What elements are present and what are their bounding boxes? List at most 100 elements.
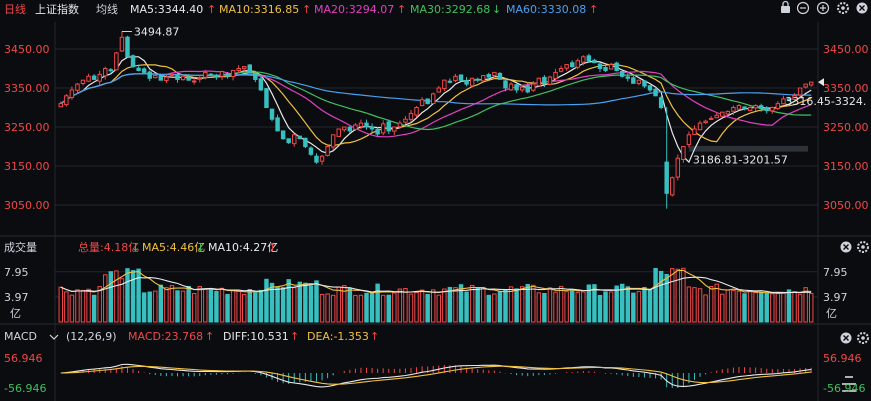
volume-bar [264,278,269,323]
price-tick-left: 3250.00 [4,121,50,134]
volume-ma10-arrow: ↑ [268,241,277,254]
volume-bar [392,292,397,323]
candle [720,111,725,118]
volume-bar [781,291,786,323]
ma5-arrow: ↑ [207,3,216,16]
volume-bar [214,291,219,323]
settings-icon[interactable] [837,2,849,14]
candle [742,106,747,111]
candle [214,73,219,80]
candle [80,79,86,86]
ma10-line [60,63,812,147]
volume-bar [180,290,186,323]
volume-bar [375,283,380,323]
volume-bar [186,285,191,323]
candle [380,120,386,136]
candle [781,95,786,105]
volume-tick-left: 7.95 [4,266,29,279]
volume-bar [731,289,736,323]
volume-bar [720,293,725,323]
macd-value: MACD:23.768 [128,330,203,343]
diff-value-arrow: ↑ [290,330,299,343]
candle [514,83,519,93]
zoom-out-icon[interactable] [796,1,810,15]
candle [808,81,814,87]
lock-icon[interactable] [781,0,790,14]
volume-bar [681,267,686,323]
candle [280,130,286,140]
volume-bar [692,287,697,323]
ma20-label: MA20:3294.07 [314,3,394,16]
volume-bar [236,290,241,323]
volume-bar [592,284,597,323]
volume-bar [708,286,714,323]
volume-tick-left: 3.97 [4,291,29,304]
candle [130,54,136,68]
candle [330,134,336,151]
candle [425,98,430,105]
candle [725,110,731,116]
candle [775,101,781,111]
candle [158,75,164,81]
candle [703,119,708,124]
menu-icon[interactable] [842,376,856,392]
volume-bar [191,293,197,323]
volume-bar [380,294,386,323]
volume-bar [158,284,164,323]
dea-line [60,365,812,385]
volume-ma10: MA10:4.27亿 [208,241,278,254]
candle [236,65,241,73]
volume-bar [803,287,808,323]
volume-bar [581,291,586,323]
ma-dropdown[interactable]: 均线 [96,2,118,16]
price-tick-right: 3150.00 [823,160,869,173]
gear-icon[interactable] [857,241,869,253]
gap-annotation: 3186.81-3201.57 [693,154,788,167]
candle [219,70,225,80]
candle [253,70,258,83]
candle [247,63,253,73]
volume-bar [758,292,764,323]
candle [325,144,330,157]
chevron-down-icon[interactable] [49,334,59,340]
candle [208,72,214,76]
volume-bar [792,291,797,323]
price-tick-right: 3350.00 [823,82,869,95]
close-icon[interactable] [840,332,852,344]
zoom-in-icon[interactable] [816,1,830,15]
volume-bar [80,289,86,323]
close-icon[interactable] [840,241,852,253]
volume-bar [503,289,508,323]
volume-bar [197,285,202,323]
candle [175,72,180,83]
volume-bar [447,286,453,323]
candle [492,71,497,78]
volume-bar [408,293,414,323]
price-tick-left: 3350.00 [4,82,50,95]
macd-title[interactable]: MACD [4,330,37,343]
volume-bar [108,271,114,323]
candle [414,106,419,117]
volume-bar [786,289,792,323]
volume-bar [436,294,442,323]
volume-bar [114,270,119,323]
volume-bar [230,289,236,323]
close-icon[interactable] [856,2,868,14]
period-tab[interactable]: 日线 [4,2,26,16]
volume-bar [653,268,658,323]
volume-tick-right: 3.97 [823,291,848,304]
gear-icon[interactable] [857,332,869,344]
candle [664,107,669,209]
volume-ma5: MA5:4.46亿 [142,241,205,254]
volume-bar [425,293,430,323]
volume-bar [569,290,575,323]
candle [403,116,408,125]
volume-bar [280,287,286,323]
candle [75,82,80,94]
candle [586,53,592,63]
candle [675,154,681,181]
volume-bar [675,268,681,323]
macd-header: MACD (12,26,9) MACD:23.768 ↑ DIFF:10.531… [4,330,379,343]
candle [592,58,597,64]
